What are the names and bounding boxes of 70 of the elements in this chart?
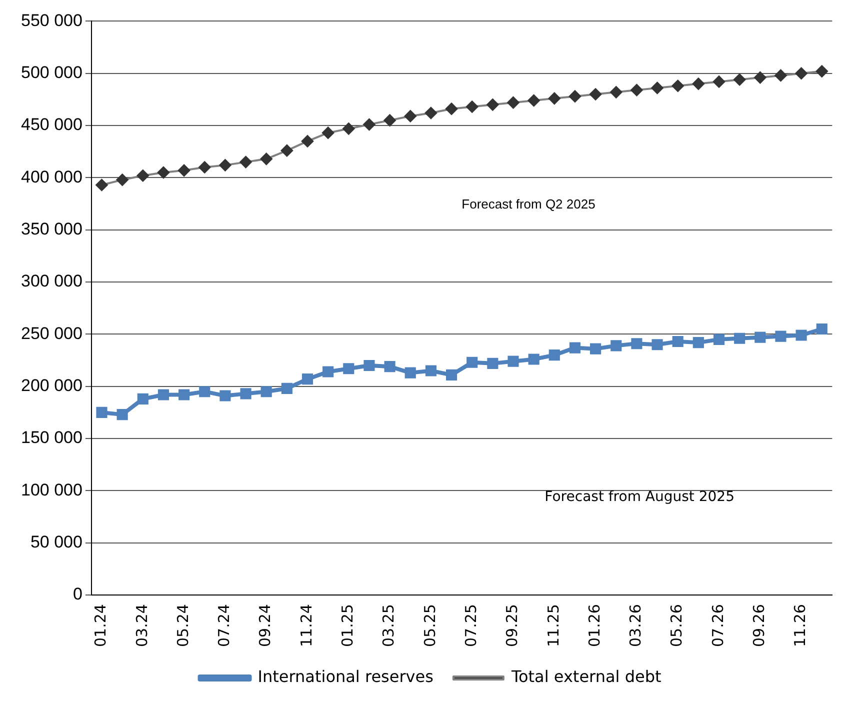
x-tick-label: 05.24 [174,604,192,648]
y-tick-label: 500 000 [21,63,82,82]
annotation: Forecast from August 2025 [544,489,734,506]
point [652,339,663,350]
y-tick-label: 200 000 [21,376,82,396]
point [220,390,231,402]
point [754,332,766,343]
x-tick-label: 09.24 [256,604,274,648]
x-tick-label: 11.25 [544,604,562,648]
point [302,374,314,385]
y-tick-label: 0 [72,584,82,604]
point [425,365,436,376]
point [446,369,458,380]
x-tick-label: 09.26 [750,604,768,648]
point [178,389,190,400]
point [487,358,498,369]
point [508,356,519,367]
point [548,350,560,361]
y-tick-label: 300 000 [21,272,82,291]
x-tick-label: 11.26 [791,604,810,648]
x-tick-label: 07.24 [215,604,234,648]
point [137,393,148,404]
annotation: Forecast from Q2 2025 [462,196,596,212]
y-tick-label: 250 000 [21,324,82,343]
x-tick-label: 09.25 [503,604,522,648]
legend-label: International reserves [258,667,434,686]
point [281,382,292,394]
x-tick-label: 03.26 [626,604,645,648]
y-tick-label: 100 000 [21,480,82,500]
point [672,336,684,348]
point [610,340,622,352]
x-tick-label: 11.24 [297,604,316,648]
x-tick-label: 03.25 [380,604,398,648]
point [569,342,581,354]
point [404,367,416,378]
point [322,366,334,378]
x-tick-label: 03.24 [132,604,151,648]
point [384,361,396,372]
y-tick-label: 50 000 [30,532,82,552]
y-tick-label: 150 000 [21,428,82,448]
point [816,323,828,335]
point [590,343,602,354]
point [364,360,375,372]
x-tick-label: 07.26 [708,604,727,648]
point [692,337,704,348]
x-tick-label: 01.26 [585,604,604,648]
y-tick-label: 350 000 [21,220,82,239]
point [116,409,128,420]
x-tick-label: 05.26 [668,604,686,648]
point [240,388,252,400]
point [734,332,746,344]
y-tick-label: 400 000 [21,167,82,186]
x-tick-label: 05.25 [420,604,439,648]
x-tick-label: 07.25 [462,604,480,648]
point [158,389,169,400]
point [260,386,272,398]
point [343,363,354,374]
point [713,334,725,345]
y-tick-label: 450 000 [21,115,82,134]
y-tick-label: 550 000 [21,10,82,30]
point [199,386,210,398]
x-tick-label: 01.25 [338,604,357,648]
point [528,354,540,365]
point [631,338,642,350]
legend-label: Total external debt [510,667,662,686]
point [796,330,807,341]
point [466,356,478,368]
point [775,330,786,342]
point [96,406,108,418]
x-tick-label: 01.24 [92,604,110,648]
